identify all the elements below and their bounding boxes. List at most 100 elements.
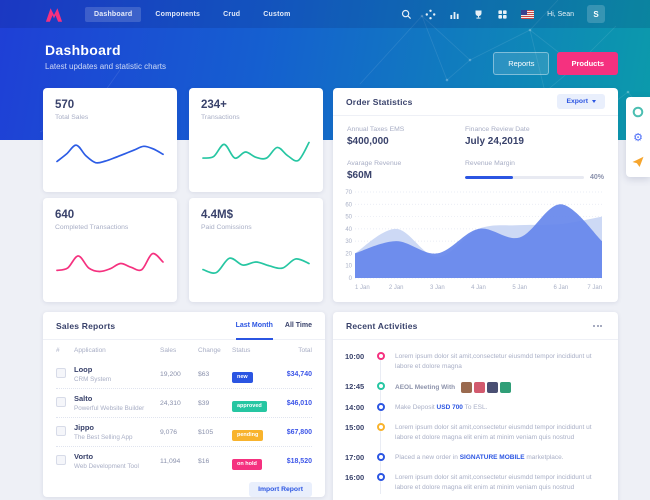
text-part: Placed a new order in [395,454,460,462]
orders-area-chart: 0 10 20 30 40 50 60 70 1 Jan 2 Jan 3 Jan 4 Jan 5 Jan… [345,190,602,291]
svg-text:5 Jan: 5 Jan [512,285,527,291]
stat-value: 234+ [201,99,227,111]
table-row[interactable]: Salto Powerful Website Builder 24,310 $39… [56,389,312,418]
text-part: Make Deposit [395,404,437,412]
highlight-link[interactable]: SIGNATURE MOBILE [459,454,525,462]
total-value: $34,740 [286,370,312,378]
sparkline-chart [202,257,310,274]
activity-time: 10:00 [345,352,365,361]
field-revenue-margin: Revenue Margin 40% [465,160,604,181]
send-icon[interactable] [631,155,645,169]
avatar[interactable] [461,382,473,394]
total-value: $18,520 [286,457,312,465]
field-finance-review-date: Finance Review Date July 24,2019 [465,126,604,147]
row-checkbox[interactable] [56,455,66,465]
status-badge: pending [232,429,264,441]
stat-value: 570 [55,99,75,111]
chevron-down-icon [592,100,596,103]
table-row[interactable]: Loop CRM System 19,200 $63 new $34,740 [56,360,312,389]
sales-reports-panel: Sales Reports Last Month All Time # Appl… [43,312,325,497]
svg-text:70: 70 [345,190,352,196]
order-statistics-panel: Order Statistics Export Annual Taxes EMS… [333,88,618,302]
table-header: # Application Sales Change Status Total [56,340,312,360]
nav-item-components[interactable]: Components [155,10,201,18]
panel-title: Sales Reports [56,320,116,331]
table-row[interactable]: Jippo The Best Selling App 9,076 $105 pen… [56,418,312,447]
activity-text: AEOL Meeting With [395,382,606,394]
stat-card-transactions: 234+ Transactions [189,88,323,192]
meeting-avatars [461,382,512,394]
avatar[interactable] [474,382,486,394]
us-flag-icon[interactable] [521,9,535,19]
col-application: Application [74,347,106,354]
panel-title: Recent Activities [346,320,418,331]
more-options-icon[interactable] [590,322,605,330]
logo-mark-icon [45,7,63,22]
activity-time: 15:00 [345,423,365,433]
app-desc: The Best Selling App [74,434,133,441]
app-name: Loop [74,365,93,374]
sparkline-chart [56,144,164,164]
timeline-dot [377,423,385,432]
app-desc: CRM System [74,376,112,383]
svg-text:4 Jan: 4 Jan [471,285,486,291]
svg-text:7 Jan: 7 Jan [587,285,602,291]
stat-card-paid-comissions: 4.4M$ Paid Comissions [189,198,323,302]
avatar[interactable] [487,382,499,394]
tab-all-time[interactable]: All Time [284,321,312,329]
total-value: $67,800 [286,428,312,436]
grid-icon[interactable] [497,9,508,20]
statistics-fields: Annual Taxes EMS $400,000 Finance Review… [333,116,618,185]
row-checkbox[interactable] [56,397,66,407]
highlight-link[interactable]: USD 700 [436,404,463,412]
activity-item: 17:00 Placed a new order in SIGNATURE MO… [345,453,606,463]
col-sales: Sales [160,347,177,354]
col-hash: # [56,347,60,354]
reports-button[interactable]: Reports [493,52,550,75]
stat-value: 640 [55,209,75,221]
search-icon[interactable] [401,9,412,20]
activity-timeline: 10:00 Lorem ipsum dolor sit amit,consect… [333,340,618,494]
sales-table: # Application Sales Change Status Total … [43,340,325,475]
status-badge: approved [232,400,267,412]
row-checkbox[interactable] [56,368,66,378]
top-navbar: Dashboard Components Crud Custom [0,0,650,28]
bar-chart-icon[interactable] [449,9,460,20]
app-logo[interactable] [45,6,63,23]
apps-dots-icon[interactable] [425,9,436,20]
activity-text: Lorem ipsum dolor sit amit,consectetur e… [395,353,592,371]
stat-label: Total Sales [55,114,89,121]
stat-card-total-sales: 570 Total Sales [43,88,177,192]
table-row[interactable]: Vorto Web Development Tool 11,094 $16 on … [56,447,312,475]
nav-item-custom[interactable]: Custom [263,10,291,18]
svg-text:50: 50 [345,215,352,221]
avatar[interactable] [500,382,512,394]
nav-item-crud[interactable]: Crud [223,10,241,18]
export-label: Export [566,98,588,105]
panel-title: Order Statistics [346,96,413,107]
import-report-button[interactable]: Import Report [249,482,312,497]
col-total: Total [298,347,312,354]
theme-circle-icon[interactable] [631,105,645,119]
export-button[interactable]: Export [557,94,605,109]
page-title: Dashboard [45,42,121,58]
navbar-actions: Hi, Sean S [401,5,605,23]
change-value: $63 [198,370,210,378]
field-label: Avarage Revenue [347,160,402,167]
timeline-dot [377,382,385,391]
user-avatar[interactable]: S [587,5,605,23]
tab-last-month[interactable]: Last Month [235,312,273,340]
products-button[interactable]: Products [557,52,618,75]
gear-icon[interactable]: ⚙ [633,130,643,144]
app-name: Salto [74,394,93,403]
floating-settings-rail: ⚙ [626,97,650,177]
nav-item-dashboard[interactable]: Dashboard [85,6,142,22]
activity-text: Make Deposit USD 700 To ESL. [395,403,606,413]
timeline-dot [377,473,385,482]
sparkline-chart [56,252,164,273]
field-label: Revenue Margin [465,160,515,167]
col-status: Status [232,347,251,354]
user-greeting: Hi, Sean [547,10,574,18]
row-checkbox[interactable] [56,426,66,436]
trophy-icon[interactable] [473,9,484,20]
